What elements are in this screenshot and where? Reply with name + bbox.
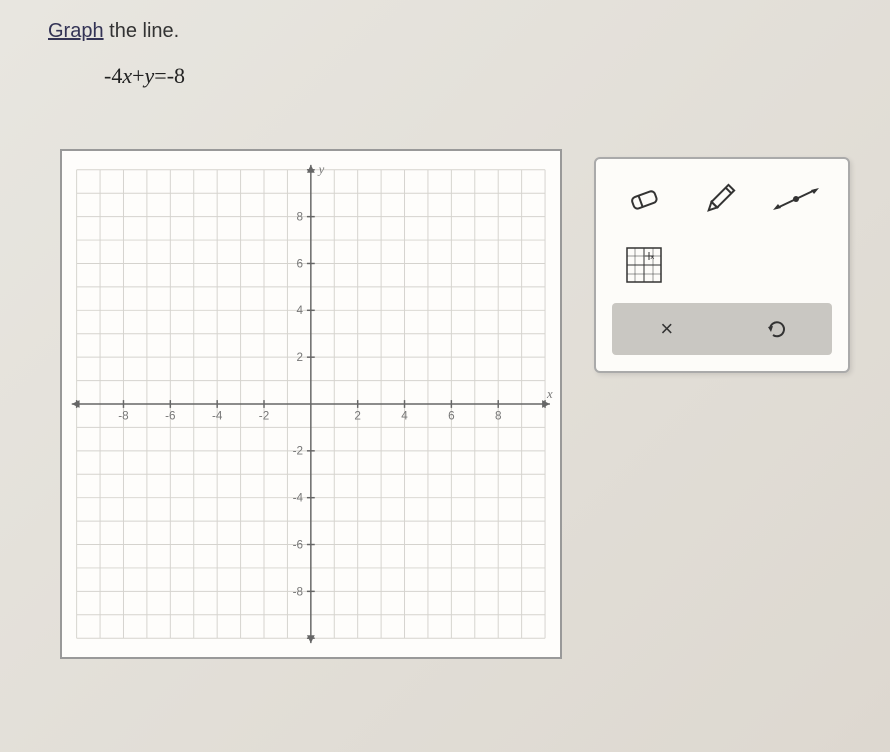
svg-text:-6: -6 <box>165 410 175 423</box>
svg-text:-4: -4 <box>293 492 304 505</box>
axes <box>72 165 550 643</box>
svg-text:-8: -8 <box>293 585 303 598</box>
svg-text:-2: -2 <box>293 445 303 458</box>
clear-button[interactable]: × <box>637 309 697 349</box>
svg-text:6: 6 <box>448 410 455 423</box>
svg-text:×: × <box>650 253 655 262</box>
svg-text:8: 8 <box>297 211 304 224</box>
line-icon <box>773 184 819 214</box>
tool-row-2: × <box>612 241 832 289</box>
svg-text:-2: -2 <box>259 410 269 423</box>
close-icon: × <box>660 316 673 342</box>
graph-svg[interactable]: -8-6-4-224688642-2-4-6-8 xy <box>62 151 560 657</box>
tool-row-1 <box>612 175 832 223</box>
pencil-tool[interactable] <box>696 175 744 223</box>
content-area: -8-6-4-224688642-2-4-6-8 xy <box>40 149 850 659</box>
svg-text:4: 4 <box>297 304 304 317</box>
instruction-rest: the line. <box>104 20 180 42</box>
svg-text:-8: -8 <box>118 410 128 423</box>
eraser-tool[interactable] <box>620 175 668 223</box>
pencil-icon <box>700 179 740 219</box>
equation-display: -4x+y=-8 <box>104 63 850 89</box>
line-tool[interactable] <box>772 175 820 223</box>
svg-text:8: 8 <box>495 410 502 423</box>
svg-text:x: x <box>546 387 553 401</box>
eraser-icon <box>624 184 664 214</box>
svg-text:4: 4 <box>401 410 408 423</box>
instruction-text: Graph the line. <box>48 20 850 43</box>
grid-point-icon: × <box>625 246 663 284</box>
graph-grid[interactable]: -8-6-4-224688642-2-4-6-8 xy <box>60 149 562 659</box>
svg-text:2: 2 <box>297 351 304 364</box>
undo-button[interactable] <box>747 309 807 349</box>
svg-text:-4: -4 <box>212 410 223 423</box>
undo-icon <box>765 317 789 341</box>
svg-text:y: y <box>317 163 325 177</box>
svg-text:-6: -6 <box>293 538 303 551</box>
axis-decorations: xy <box>72 163 553 643</box>
instruction-verb: Graph <box>48 20 104 42</box>
grid-point-tool[interactable]: × <box>620 241 668 289</box>
action-bar: × <box>612 303 832 355</box>
toolbox-panel: × × <box>594 157 850 373</box>
svg-text:2: 2 <box>354 410 361 423</box>
svg-text:6: 6 <box>297 257 304 270</box>
